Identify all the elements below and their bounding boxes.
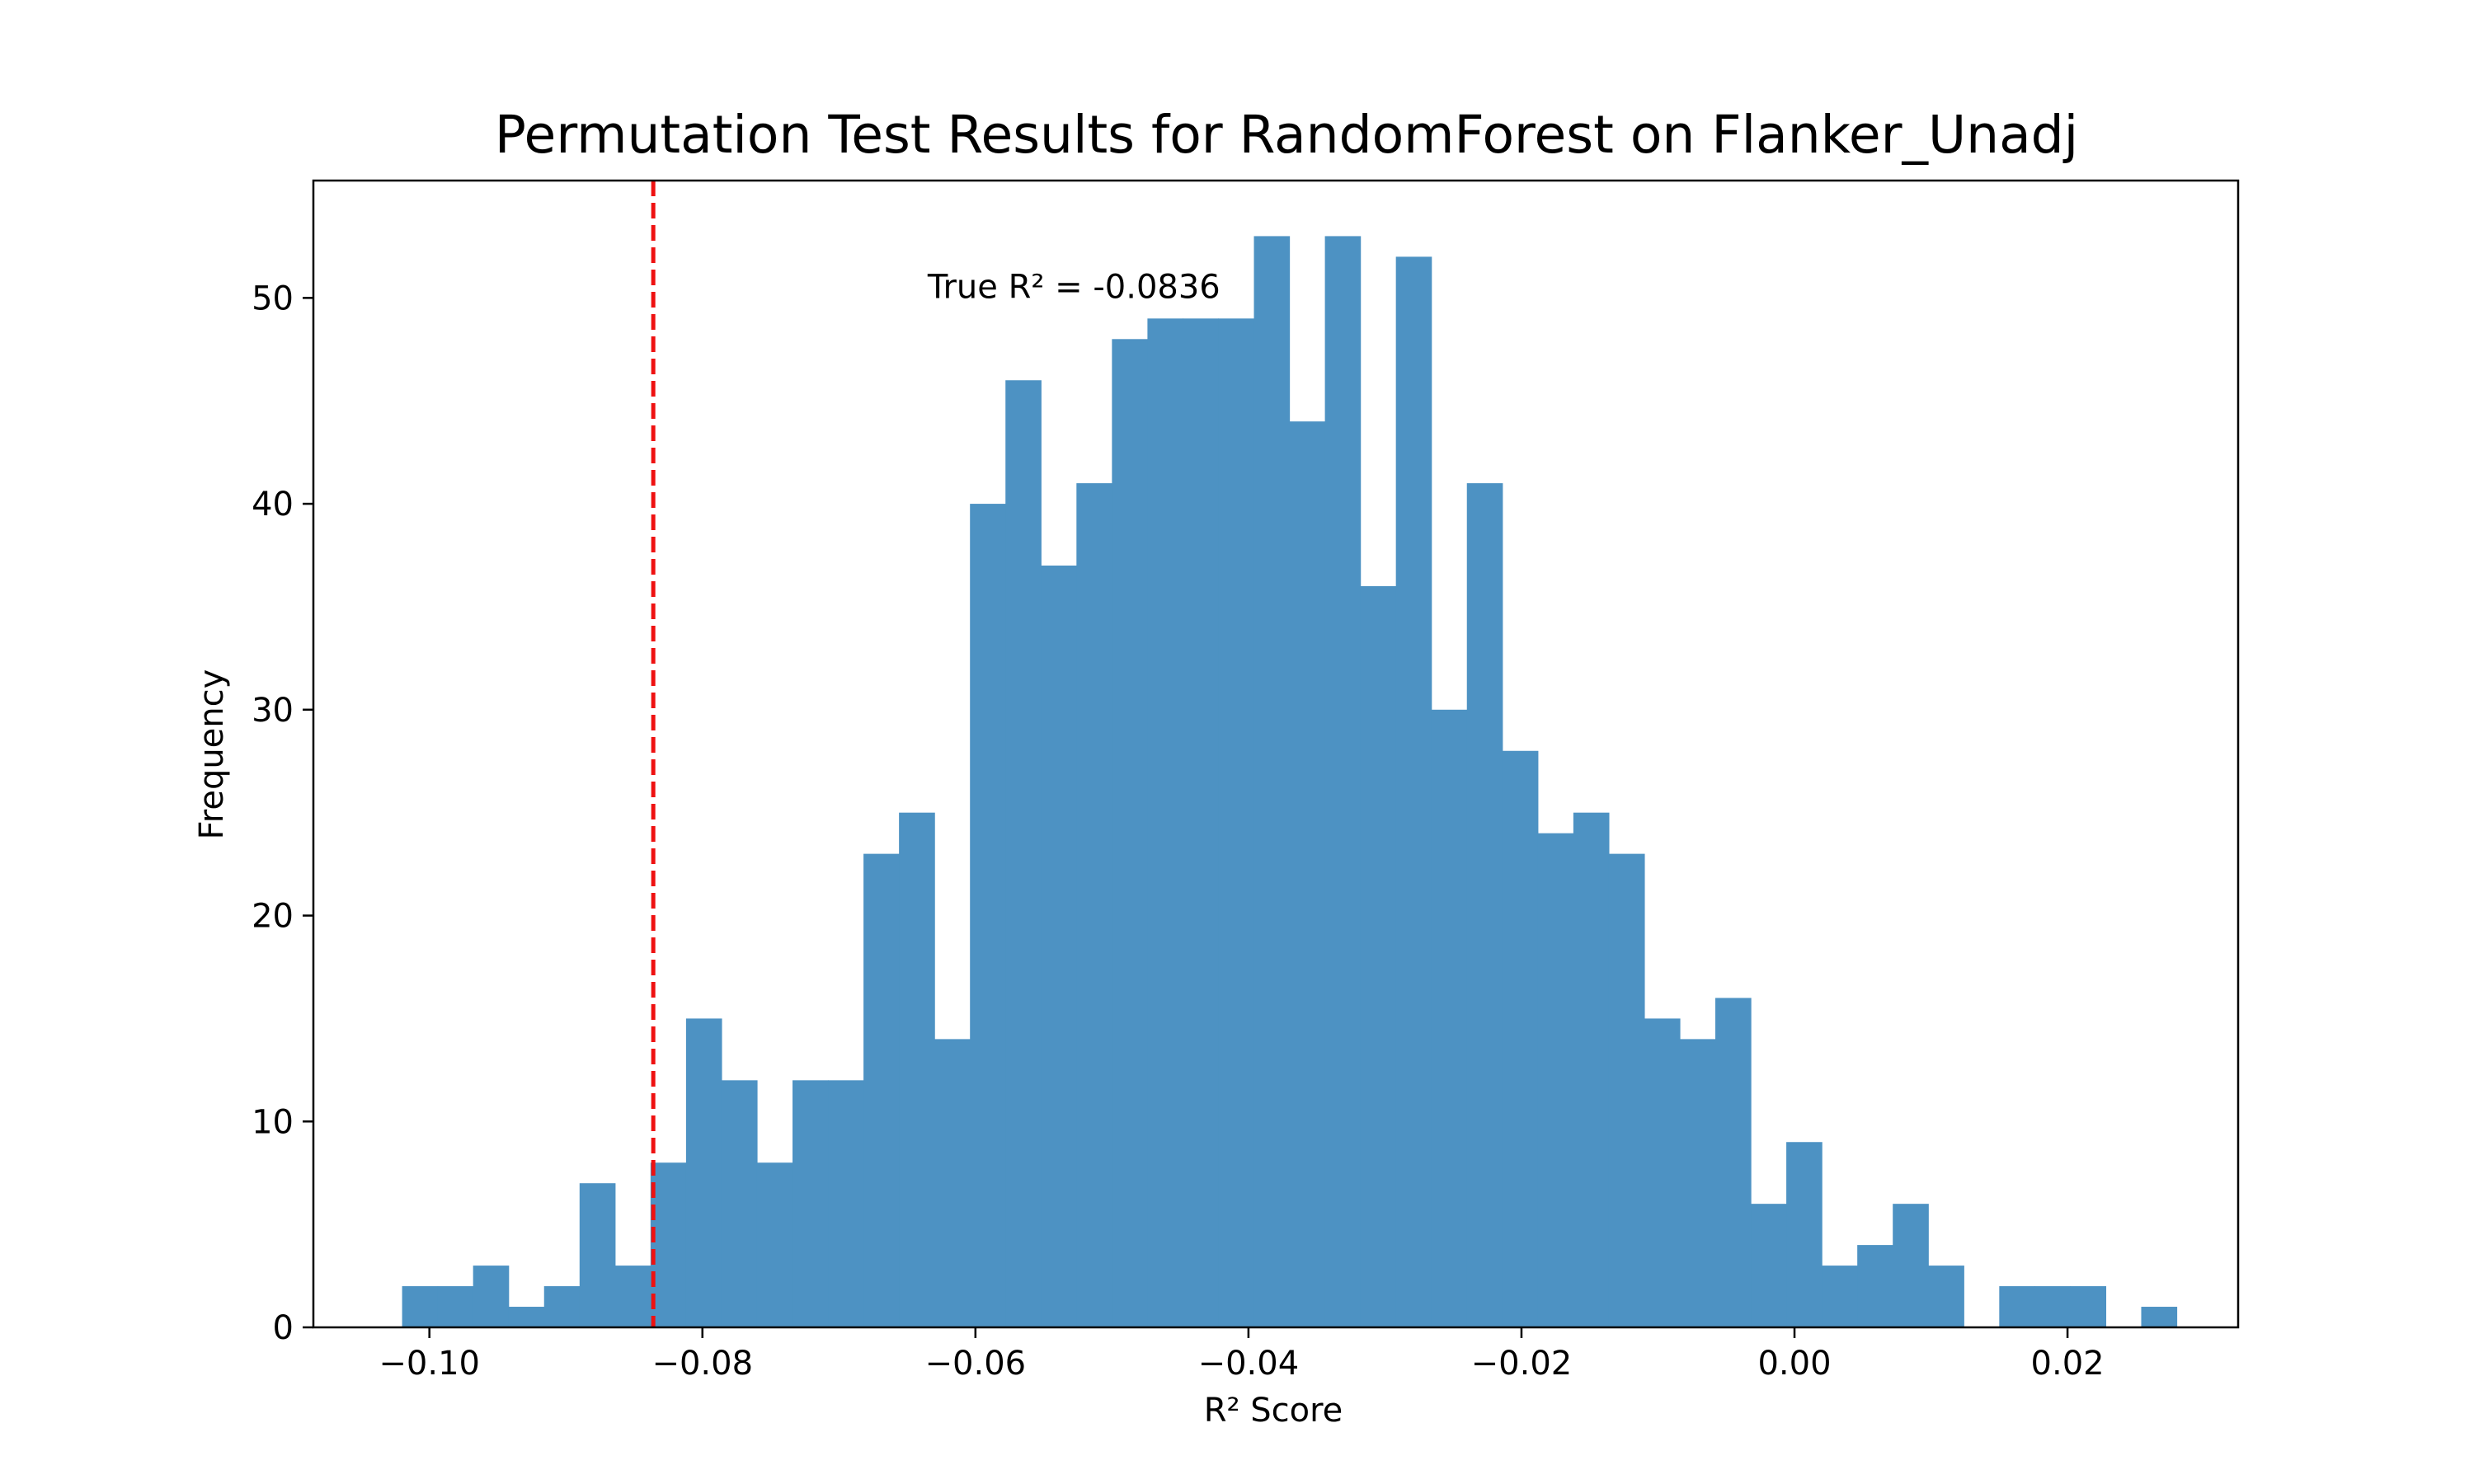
- histogram-bar: [970, 504, 1006, 1327]
- y-tick-label: 30: [252, 692, 294, 730]
- histogram-bar: [1644, 1018, 1681, 1327]
- histogram-bar: [1928, 1266, 1964, 1327]
- y-axis-label: Frequency: [193, 669, 231, 840]
- histogram-bar: [543, 1286, 581, 1327]
- y-tick-label: 20: [252, 898, 294, 936]
- histogram-bar: [1857, 1245, 1893, 1327]
- histogram-bar: [1893, 1204, 1929, 1327]
- y-tick-label: 50: [252, 279, 294, 317]
- histogram-bar: [828, 1080, 864, 1327]
- histogram-bar: [1715, 998, 1752, 1327]
- histogram-bar: [437, 1286, 474, 1327]
- histogram-bar: [650, 1162, 687, 1327]
- x-axis-ticks: −0.10 −0.08 −0.06 −0.04 −0.02 0.00 0.02: [379, 1327, 2105, 1383]
- histogram-bar: [1183, 318, 1220, 1327]
- y-tick-label: 40: [252, 486, 294, 524]
- y-axis-ticks: 0 10 20 30 40 50: [252, 279, 313, 1347]
- histogram-bar: [1112, 339, 1148, 1328]
- histogram-bar: [2070, 1286, 2107, 1327]
- histogram-bar: [793, 1080, 829, 1327]
- histogram-bar: [1289, 421, 1326, 1327]
- x-tick-label: −0.04: [1198, 1345, 1300, 1383]
- histogram-bar: [1431, 709, 1468, 1327]
- histogram-bar: [2141, 1307, 2178, 1327]
- plot-frame: [312, 179, 2240, 1329]
- histogram-bar: [473, 1266, 510, 1327]
- histogram-bar: [1076, 483, 1112, 1327]
- histogram-bar: [934, 1039, 971, 1327]
- x-tick-label: −0.10: [379, 1345, 480, 1383]
- histogram-bar: [579, 1183, 616, 1327]
- histogram-bar: [1999, 1286, 2035, 1327]
- histogram-bar: [1822, 1266, 1858, 1327]
- x-axis-label: R² Score: [1204, 1392, 1343, 1430]
- x-tick-label: −0.08: [651, 1345, 753, 1383]
- histogram-bar: [402, 1286, 439, 1327]
- histogram-bar: [899, 812, 935, 1327]
- histogram-bar: [1502, 750, 1539, 1327]
- x-tick-label: −0.06: [925, 1345, 1027, 1383]
- histogram-bar: [2034, 1286, 2071, 1327]
- chart-title: Permutation Test Results for RandomFores…: [495, 105, 2078, 165]
- histogram-bar: [1786, 1142, 1823, 1327]
- annotation-true-r2: True R² = -0.0836: [927, 268, 1221, 306]
- x-tick-label: −0.02: [1471, 1345, 1573, 1383]
- histogram-bar: [756, 1162, 793, 1327]
- histogram-bar: [1360, 585, 1397, 1327]
- y-tick-label: 10: [252, 1103, 294, 1141]
- histogram-bar: [1041, 565, 1077, 1327]
- y-tick-label: 0: [273, 1309, 294, 1347]
- histogram-bar: [1537, 833, 1574, 1327]
- histogram-bar: [1608, 853, 1645, 1327]
- histogram-bar: [863, 853, 900, 1327]
- histogram-bars: [402, 236, 2178, 1328]
- histogram-bar: [508, 1307, 545, 1327]
- histogram-bar: [1324, 236, 1362, 1328]
- histogram-bar: [1005, 380, 1042, 1327]
- histogram-bar: [685, 1018, 722, 1327]
- histogram-bar: [614, 1266, 651, 1327]
- x-tick-label: 0.02: [2031, 1345, 2105, 1383]
- histogram-bar: [1253, 236, 1291, 1328]
- histogram-bar: [1218, 318, 1255, 1327]
- histogram-bar: [1466, 483, 1503, 1327]
- x-tick-label: 0.00: [1757, 1345, 1831, 1383]
- histogram-bar: [1147, 318, 1184, 1327]
- histogram-bar: [1751, 1204, 1787, 1327]
- histogram-bar: [1395, 256, 1432, 1327]
- histogram-bar: [721, 1080, 758, 1327]
- histogram-bar: [1679, 1039, 1716, 1327]
- histogram-bar: [1573, 812, 1610, 1327]
